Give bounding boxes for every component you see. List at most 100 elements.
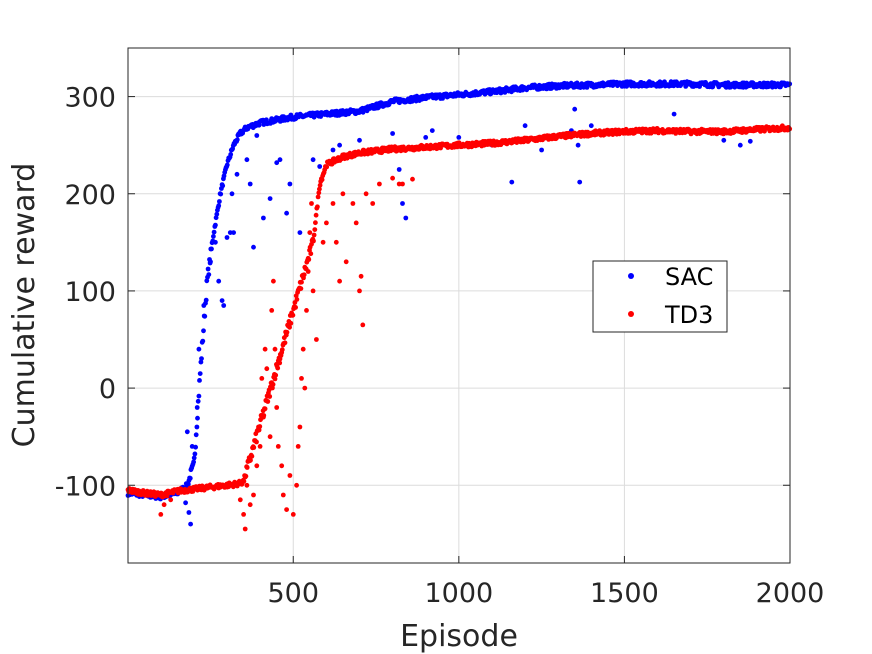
sac-point (357, 137, 362, 143)
td3-point (251, 445, 257, 450)
td3-point (396, 181, 402, 187)
y-axis-ticks: -100 0 100 200 300 (55, 83, 790, 502)
sac-point (188, 521, 194, 527)
td3-point (161, 502, 167, 508)
sac-point (220, 183, 226, 189)
td3-point (298, 286, 304, 291)
sac-point (228, 152, 234, 157)
td3-point (279, 347, 285, 353)
td3-point (249, 453, 255, 459)
sac-point (213, 222, 218, 228)
x-tick-label: 2000 (756, 578, 825, 609)
sac-point (429, 128, 435, 134)
td3-point (275, 365, 281, 371)
sac-point (234, 171, 240, 177)
legend-td3-marker (628, 311, 634, 317)
td3-point (290, 512, 296, 517)
td3-point (377, 181, 382, 187)
td3-point (270, 385, 275, 391)
td3-point (313, 220, 318, 226)
td3-point (294, 482, 299, 488)
td3-point (317, 182, 323, 188)
sac-point (390, 131, 395, 136)
td3-point (340, 191, 346, 197)
td3-point (270, 382, 276, 387)
td3-point (301, 272, 307, 278)
legend-sac-label: SAC (665, 263, 713, 291)
td3-point (242, 526, 248, 532)
sac-point (213, 239, 218, 245)
sac-point (217, 199, 222, 204)
td3-point (400, 181, 405, 187)
td3-point (271, 278, 276, 284)
td3-point (295, 444, 301, 449)
sac-point (192, 451, 198, 457)
td3-point (275, 444, 281, 449)
sac-point (191, 455, 197, 461)
td3-point (350, 201, 356, 206)
sac-point (211, 229, 217, 235)
sac-point (509, 179, 515, 185)
sac-point (400, 201, 405, 206)
td3-point (353, 220, 359, 226)
sac-point (196, 393, 202, 399)
td3-point (304, 308, 309, 313)
sac-point (277, 157, 283, 163)
sac-point (209, 246, 214, 252)
sac-point (247, 181, 253, 187)
td3-point (264, 366, 270, 372)
sac-point (725, 80, 731, 85)
td3-point (241, 512, 247, 517)
legend: SAC TD3 (592, 260, 728, 333)
td3-point (390, 175, 395, 181)
td3-point (269, 308, 275, 313)
td3-point (314, 337, 319, 342)
td3-point (360, 322, 366, 328)
td3-point (333, 239, 339, 245)
sac-point (202, 313, 208, 319)
td3-point (315, 204, 320, 210)
td3-point (358, 273, 364, 279)
td3-point (309, 201, 314, 206)
x-tick-label: 1500 (590, 578, 659, 609)
td3-point (290, 312, 296, 318)
td3-point (158, 512, 164, 517)
sac-point (256, 122, 262, 128)
sac-point (577, 179, 583, 185)
td3-point (288, 320, 294, 326)
td3-point (277, 360, 283, 366)
td3-point (330, 201, 336, 206)
td3-point (410, 176, 415, 182)
td3-point (243, 473, 249, 479)
sac-point (221, 303, 227, 308)
sac-point (396, 167, 402, 172)
td3-point (297, 424, 303, 430)
td3-point (254, 463, 260, 469)
td3-point (287, 324, 292, 330)
sac-point (330, 147, 336, 153)
series-td3 (125, 123, 793, 532)
td3-point (363, 191, 369, 197)
sac-point (310, 157, 316, 163)
td3-point (241, 478, 247, 484)
sac-point (671, 111, 677, 117)
td3-point (267, 434, 273, 440)
y-axis-label: Cumulative reward (7, 163, 42, 448)
td3-point (247, 502, 253, 508)
y-tick-label: 300 (64, 83, 116, 114)
sac-point (229, 191, 235, 197)
sac-point (337, 142, 342, 148)
td3-point (256, 424, 261, 430)
sac-point (197, 371, 203, 376)
sac-point (297, 230, 303, 236)
sac-point (218, 191, 224, 197)
sac-point (539, 147, 544, 153)
sac-point (211, 234, 216, 239)
sac-point (588, 123, 594, 129)
sac-point (317, 164, 323, 169)
sac-point (183, 500, 189, 506)
sac-point (216, 203, 222, 209)
td3-point (259, 376, 265, 381)
td3-point (168, 497, 174, 503)
td3-point (244, 482, 250, 488)
